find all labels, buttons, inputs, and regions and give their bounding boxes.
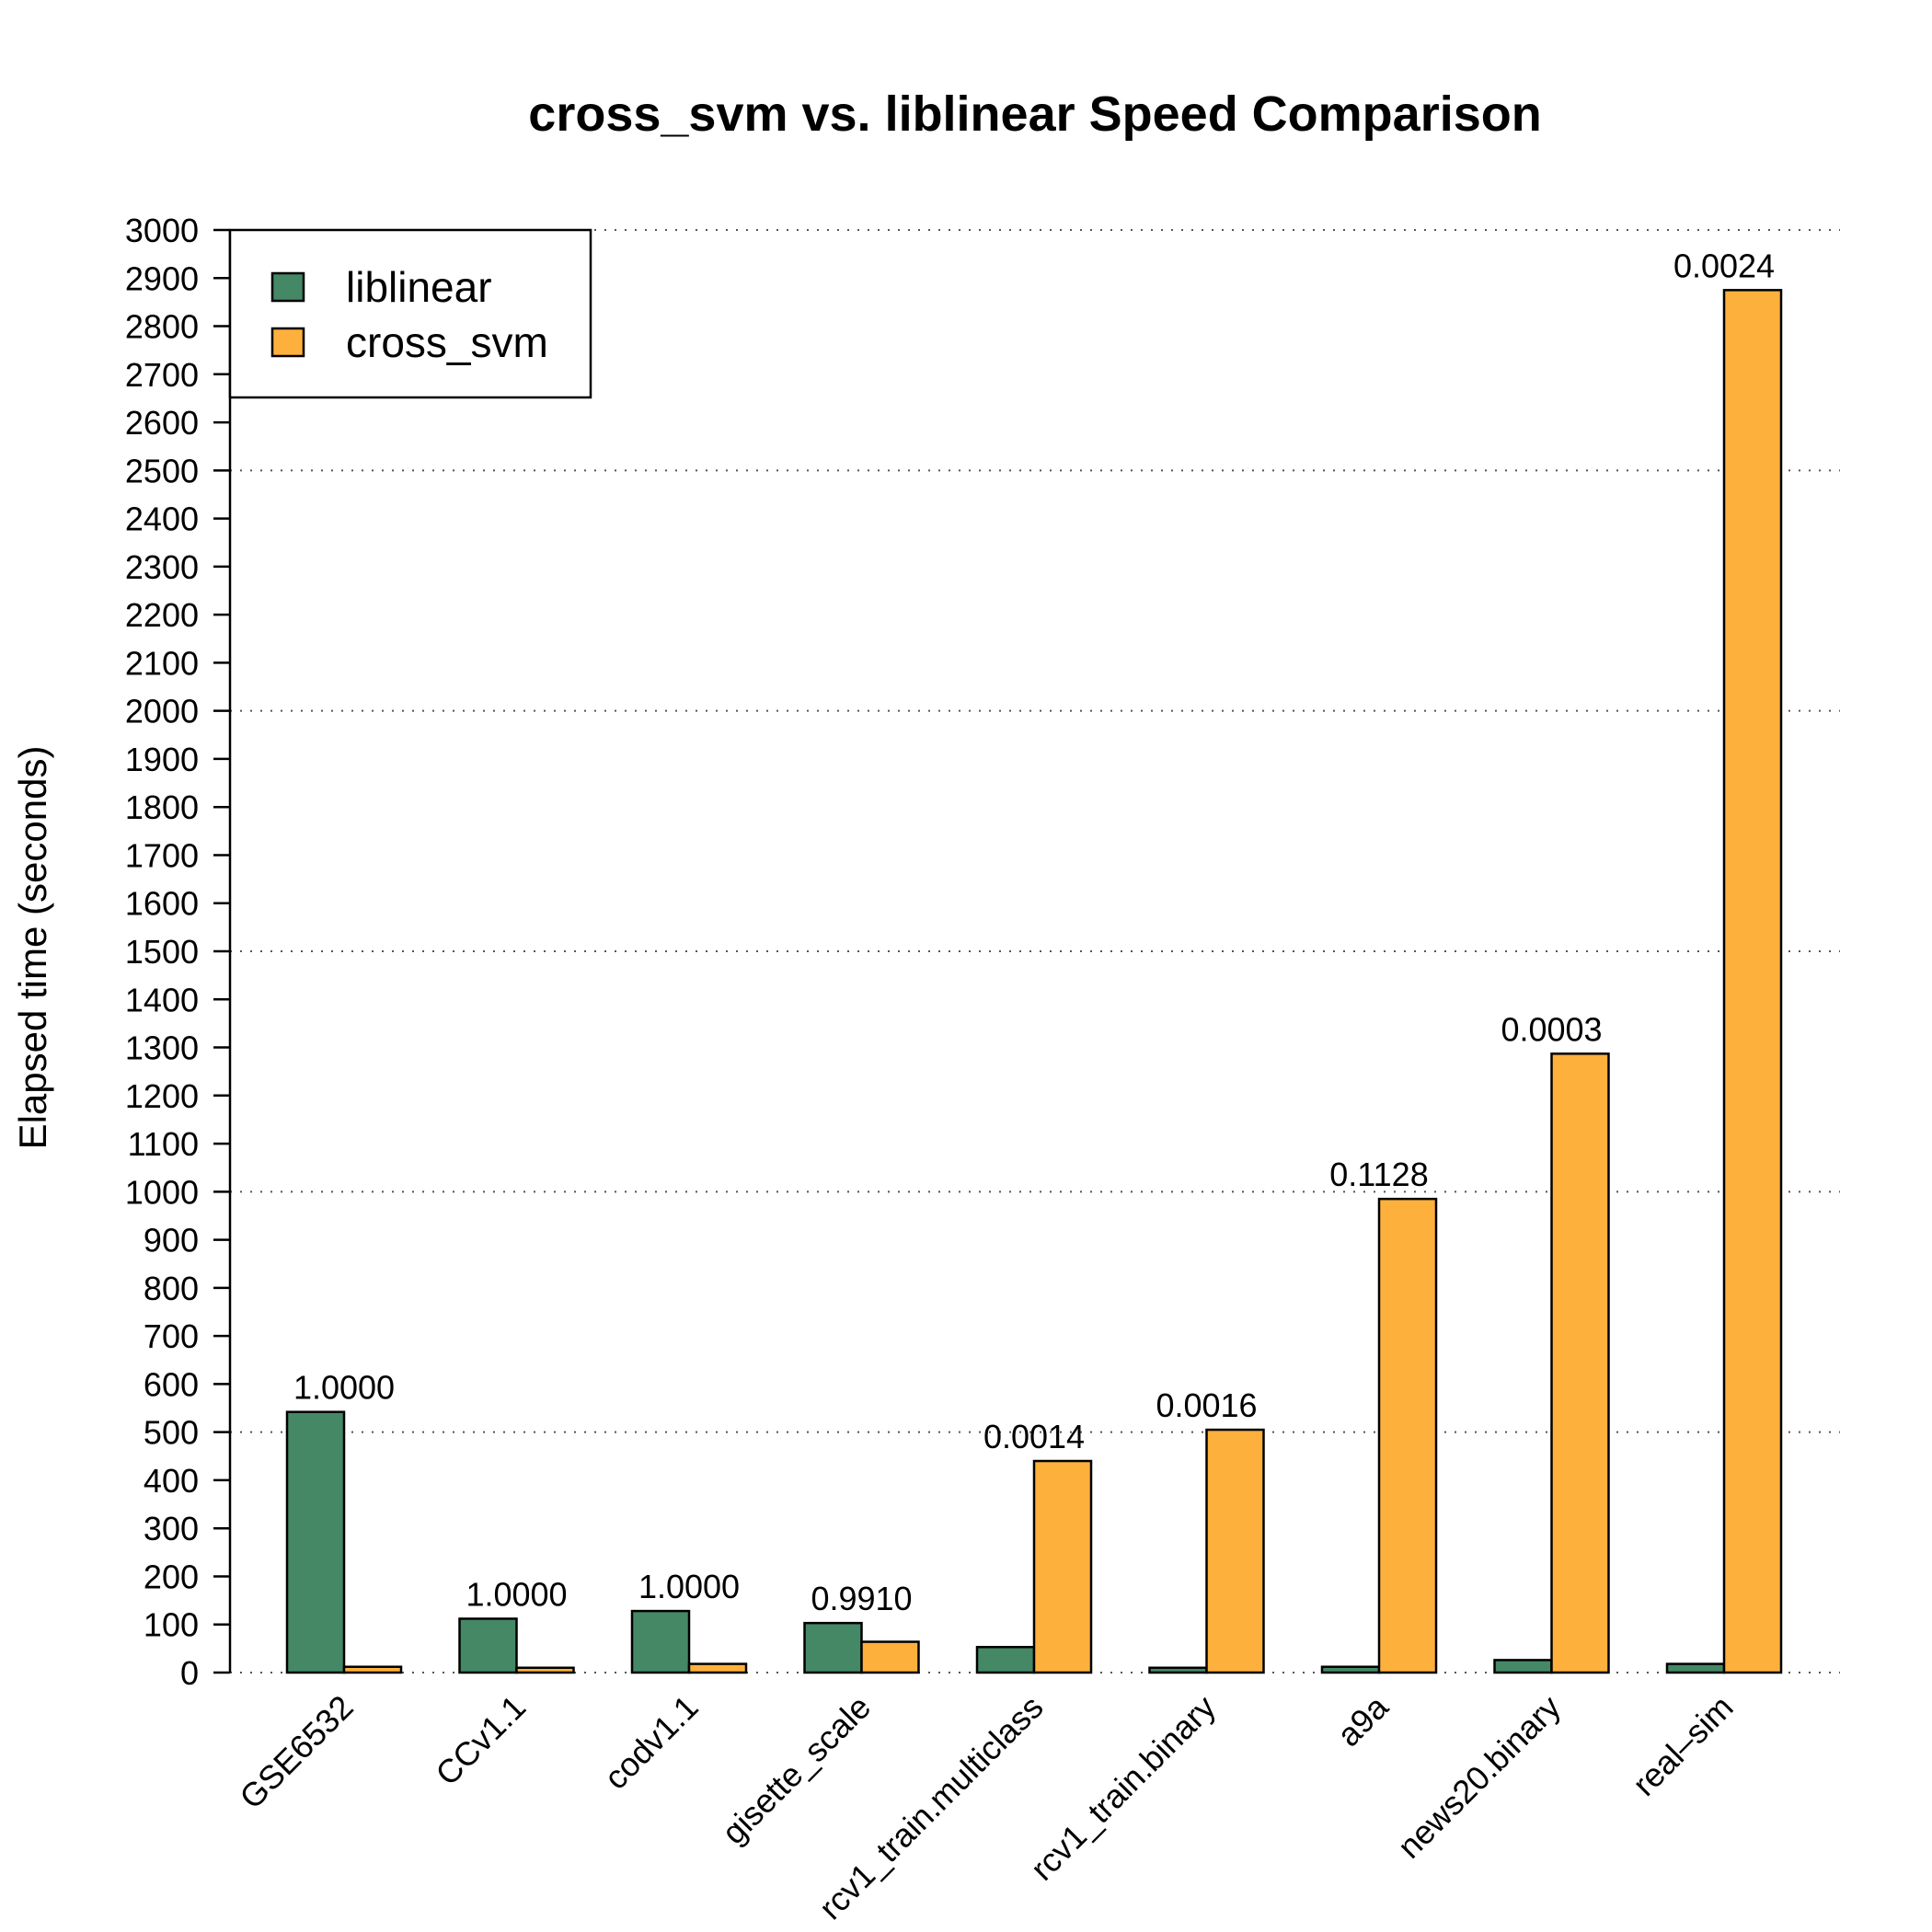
bar-cross-svm [1550, 1052, 1610, 1674]
y-tick-label: 600 [144, 1365, 199, 1403]
x-category-label: real–sim [1625, 1688, 1740, 1803]
x-category-label: codv1.1 [597, 1688, 706, 1797]
x-category-label: a9a [1329, 1687, 1396, 1754]
y-tick-label: 0 [180, 1654, 199, 1692]
bar-cross-svm [1377, 1197, 1438, 1674]
bar-value-label: 0.0024 [1673, 247, 1775, 284]
y-tick-label: 100 [144, 1606, 199, 1644]
x-category-label: gisette_scale [715, 1688, 879, 1852]
y-tick-label: 1300 [125, 1029, 199, 1067]
legend-label: liblinear [346, 263, 492, 311]
legend: liblinear cross_svm [228, 228, 592, 399]
bar-value-label: 0.9910 [811, 1580, 912, 1617]
y-tick-label: 2300 [125, 548, 199, 586]
chart-title: cross_svm vs. liblinear Speed Comparison [528, 86, 1541, 142]
legend-swatch [270, 327, 305, 358]
bar-liblinear [803, 1621, 863, 1674]
bar-cross-svm [515, 1666, 575, 1674]
y-tick-label: 1900 [125, 741, 199, 778]
y-tick-label: 900 [144, 1222, 199, 1259]
y-tick-label: 1200 [125, 1077, 199, 1115]
x-category-label: GSE6532 [232, 1688, 360, 1816]
y-tick-label: 1400 [125, 981, 199, 1018]
y-tick-label: 2800 [125, 308, 199, 346]
bar-value-label: 1.0000 [466, 1575, 567, 1613]
y-tick-label: 1500 [125, 933, 199, 971]
y-tick-label: 2400 [125, 500, 199, 538]
y-tick-label: 500 [144, 1414, 199, 1452]
y-tick-label: 200 [144, 1558, 199, 1595]
x-category-label: news20.binary [1390, 1688, 1568, 1866]
bars [285, 289, 1783, 1674]
bar-liblinear [975, 1646, 1036, 1674]
x-axis-category-labels: GSE6532 CCv1.1 codv1.1 gisette_scale rcv1_tr… [232, 1687, 1740, 1926]
y-tick-label: 300 [144, 1510, 199, 1547]
y-tick-label: 1600 [125, 885, 199, 923]
y-tick-label: 1800 [125, 788, 199, 826]
bar-cross-svm [1722, 289, 1783, 1674]
y-tick-label: 3000 [125, 212, 199, 249]
y-tick-label: 1000 [125, 1173, 199, 1211]
bar-liblinear [1320, 1665, 1381, 1674]
bar-cross-svm [687, 1662, 748, 1674]
y-tick-label: 800 [144, 1270, 199, 1307]
bar-value-label: 0.0016 [1156, 1386, 1257, 1424]
bar-value-label: 1.0000 [638, 1568, 740, 1605]
y-tick-label: 1100 [128, 1125, 199, 1163]
bar-cross-svm [860, 1640, 920, 1674]
bar-cross-svm [1205, 1428, 1265, 1674]
y-tick-label: 2500 [125, 452, 199, 489]
bar-liblinear [630, 1609, 691, 1674]
legend-swatch [270, 271, 305, 303]
bar-value-label: 0.0014 [983, 1418, 1085, 1455]
bar-liblinear [1665, 1662, 1726, 1674]
bar-liblinear [458, 1617, 518, 1674]
bar-value-label: 1.0000 [293, 1369, 395, 1407]
bar-cross-svm [1032, 1459, 1093, 1674]
y-tick-label: 700 [144, 1317, 199, 1355]
legend-box [228, 228, 592, 399]
x-category-label: CCv1.1 [428, 1688, 533, 1793]
bar-liblinear [285, 1410, 346, 1674]
bar-liblinear [1148, 1666, 1208, 1674]
bar-value-label: 0.0003 [1501, 1010, 1602, 1048]
y-tick-label: 1700 [125, 836, 199, 874]
y-axis: 0 100 200 300 400 500 600 700 800 900 1000 1100 1200… [125, 212, 232, 1692]
y-tick-label: 2600 [125, 404, 199, 442]
y-tick-label: 400 [144, 1462, 199, 1500]
bar-liblinear [1493, 1659, 1553, 1674]
y-axis-label: Elapsed time (seconds) [11, 746, 54, 1150]
bar-value-labels: 1.0000 1.0000 1.0000 0.9910 0.0014 0.0016 0.11… [293, 247, 1775, 1617]
y-tick-label: 2000 [125, 693, 199, 730]
legend-label: cross_svm [346, 318, 548, 366]
y-tick-label: 2100 [125, 644, 199, 682]
y-tick-label: 2900 [125, 259, 199, 297]
y-tick-label: 2700 [125, 356, 199, 394]
bar-value-label: 0.1128 [1329, 1156, 1428, 1193]
bar-cross-svm [342, 1665, 403, 1674]
x-category-label: rcv1_train.binary [1023, 1688, 1223, 1888]
y-tick-label: 2200 [125, 596, 199, 634]
